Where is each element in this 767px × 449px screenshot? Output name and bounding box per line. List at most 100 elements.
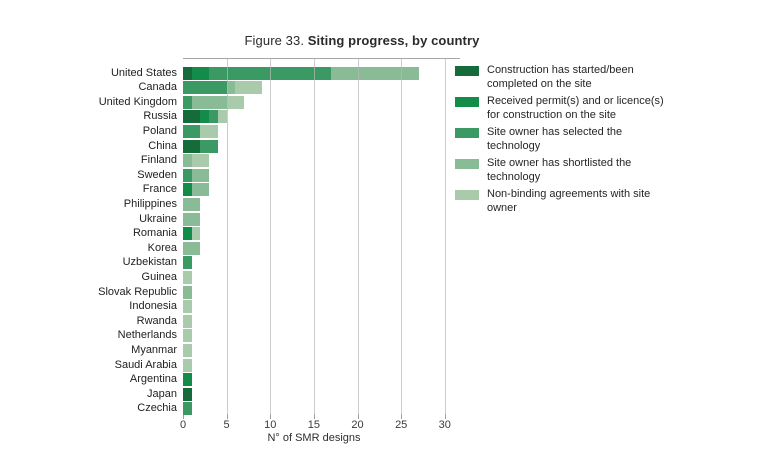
bar-segment <box>209 66 332 80</box>
bar-stack <box>183 256 192 270</box>
category-label: Korea <box>147 241 177 254</box>
category-label: Ukraine <box>139 212 177 225</box>
legend-item: Site owner has shortlisted the technolog… <box>455 157 760 184</box>
category-label: Philippines <box>123 197 177 210</box>
x-axis-tick-label: 30 <box>438 419 451 431</box>
bar-segment <box>191 168 210 182</box>
legend-item: Site owner has selected the technology <box>455 126 760 153</box>
bar-segment <box>183 314 192 328</box>
bar-row: Czechia <box>0 402 767 416</box>
bar-row: France <box>0 183 767 197</box>
legend: Construction has started/been completed … <box>455 64 760 219</box>
bar-segment <box>183 139 201 153</box>
chart-title-prefix: Figure 33. <box>244 33 308 48</box>
category-label: Rwanda <box>136 314 177 327</box>
legend-label: Construction has started/been completed … <box>487 64 634 90</box>
bar-row: Finland <box>0 154 767 168</box>
bar-row: United States <box>0 66 767 80</box>
bar-stack <box>183 329 192 343</box>
category-label: Saudi Arabia <box>114 358 177 371</box>
category-label: Argentina <box>129 373 177 386</box>
bar-segment <box>183 256 192 270</box>
bar-stack <box>183 402 192 416</box>
bar-segment <box>183 124 201 138</box>
x-axis-label: N° of SMR designs <box>267 432 361 444</box>
category-label: Slovak Republic <box>98 285 177 298</box>
bar-segment <box>191 95 227 109</box>
bar-row: Russia <box>0 110 767 124</box>
bar-segment <box>235 81 262 95</box>
bar-segment <box>183 285 192 299</box>
bar-stack <box>183 358 192 372</box>
bar-stack <box>183 124 218 138</box>
legend-label: Site owner has selected the technology <box>487 126 623 152</box>
x-axis-tick-label: 20 <box>351 419 364 431</box>
bar-row: Indonesia <box>0 300 767 314</box>
bar-row: Myanmar <box>0 343 767 357</box>
category-label: United States <box>110 66 177 79</box>
bar-stack <box>183 212 201 226</box>
x-axis-tick-label: 15 <box>307 419 321 431</box>
legend-swatch <box>455 190 479 200</box>
bar-segment <box>183 343 192 357</box>
bar-stack <box>183 387 192 401</box>
bar-segment <box>209 110 218 124</box>
category-label: Guinea <box>141 270 177 283</box>
category-label: Russia <box>143 110 177 123</box>
bar-stack <box>183 373 192 387</box>
bar-row: Romania <box>0 227 767 241</box>
bar-row: Uzbekistan <box>0 256 767 270</box>
bar-stack <box>183 285 192 299</box>
x-axis-tick-label: 5 <box>223 419 230 431</box>
bar-stack <box>183 110 227 124</box>
bar-segment <box>183 154 192 168</box>
bar-segment <box>226 81 236 95</box>
x-axis-tick <box>401 414 403 419</box>
category-label: United Kingdom <box>98 95 177 108</box>
bar-row: Ukraine <box>0 212 767 226</box>
bar-row: Japan <box>0 387 767 401</box>
bar-stack <box>183 227 201 241</box>
category-label: Myanmar <box>131 343 177 356</box>
chart-title-text: Siting progress, by country <box>307 33 480 48</box>
category-label: Sweden <box>137 168 177 181</box>
bar-stack <box>183 183 210 197</box>
bar-segment <box>183 387 192 401</box>
legend-label: Received permit(s) and or licence(s) for… <box>487 95 664 121</box>
bar-segment <box>217 110 227 124</box>
x-axis-tick <box>183 414 184 419</box>
bar-segment <box>183 197 201 211</box>
bar-row: Sweden <box>0 168 767 182</box>
bar-segment <box>200 124 218 138</box>
bar-row: Slovak Republic <box>0 285 767 299</box>
bar-row: China <box>0 139 767 153</box>
chart-title: Figure 33. Siting progress, by country <box>0 33 724 48</box>
bar-segment <box>200 110 210 124</box>
bar-segment <box>183 358 192 372</box>
legend-label: Site owner has shortlisted the technolog… <box>487 157 632 183</box>
category-label: Indonesia <box>129 300 177 313</box>
category-label: Japan <box>147 387 177 400</box>
bar-stack <box>183 241 201 255</box>
gridline <box>313 59 315 415</box>
category-label: Netherlands <box>117 329 177 342</box>
bar-row: Netherlands <box>0 329 767 343</box>
bar-row: Poland <box>0 124 767 138</box>
category-label: China <box>148 139 177 152</box>
bar-segment <box>183 81 227 95</box>
bar-segment <box>191 183 210 197</box>
bar-row: Philippines <box>0 197 767 211</box>
bar-segment <box>331 66 419 80</box>
legend-swatch <box>455 66 479 76</box>
bar-segment <box>191 227 201 241</box>
bar-row: Argentina <box>0 373 767 387</box>
x-axis-tick <box>313 414 315 419</box>
bar-stack <box>183 314 192 328</box>
legend-swatch <box>455 128 479 138</box>
bar-segment <box>183 95 192 109</box>
gridline <box>357 59 359 415</box>
bar-stack <box>183 81 262 95</box>
bar-segment <box>183 270 192 284</box>
bar-segment <box>183 329 192 343</box>
